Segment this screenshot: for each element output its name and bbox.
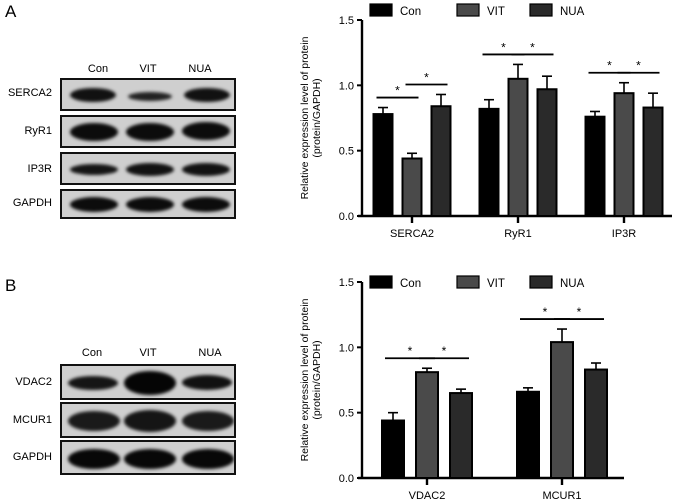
- significance-mark: *: [607, 59, 612, 73]
- y-tick-label: 1.5: [339, 15, 354, 27]
- blot-serca2: [60, 78, 236, 111]
- legend-label-vit: VIT: [487, 6, 505, 18]
- y-tick-label: 1.5: [339, 277, 354, 289]
- blot-ip3r: [60, 152, 236, 185]
- row-label-gapdh-a: GAPDH: [12, 197, 52, 209]
- bar-vit-ip3r: [613, 92, 635, 217]
- bar-vit-vdac2: [415, 371, 439, 479]
- bar-nua-ryr1: [536, 88, 558, 217]
- bar-vit-ryr1: [507, 77, 529, 217]
- bar-con-mcur1: [516, 390, 540, 480]
- bar-vit-serca2: [401, 157, 423, 217]
- row-label-mcur1: MCUR1: [12, 414, 52, 426]
- bar-nua-mcur1: [584, 368, 608, 479]
- significance-mark: *: [636, 59, 641, 73]
- bar-nua-vdac2: [449, 392, 473, 480]
- lane-label-vit-b: VIT: [139, 347, 157, 359]
- significance-mark: *: [442, 344, 447, 358]
- y-tick-label: 0.0: [339, 473, 354, 485]
- legend-swatch-nua: [529, 275, 553, 289]
- significance-mark: *: [543, 305, 548, 319]
- lane-label-con: Con: [87, 63, 109, 75]
- panel-letter-a: A: [5, 2, 17, 21]
- x-category-label: IP3R: [612, 228, 637, 240]
- lane-label-nua-b: NUA: [198, 347, 222, 359]
- bar-con-vdac2: [381, 419, 405, 479]
- legend-label-con: Con: [400, 6, 421, 18]
- significance-mark: *: [501, 40, 506, 54]
- blot-gapdh-b: [60, 440, 236, 475]
- significance-mark: *: [424, 70, 429, 84]
- bar-nua-serca2: [430, 105, 452, 217]
- x-category-label: VDAC2: [409, 490, 446, 502]
- blot-mcur1: [60, 402, 236, 438]
- row-label-ryr1: RyR1: [24, 125, 52, 137]
- significance-mark: *: [395, 84, 400, 98]
- legend-swatch-con: [369, 3, 393, 17]
- lane-label-con-b: Con: [81, 347, 103, 359]
- row-label-vdac2: VDAC2: [15, 376, 52, 388]
- legend-swatch-vit: [456, 3, 480, 17]
- significance-mark: *: [408, 344, 413, 358]
- legend-label-vit: VIT: [487, 278, 505, 290]
- bar-nua-ip3r: [642, 106, 664, 217]
- y-tick-label: 1.0: [339, 342, 354, 354]
- blot-vdac2: [60, 364, 236, 400]
- row-label-ip3r: IP3R: [27, 163, 52, 175]
- significance-mark: *: [530, 40, 535, 54]
- y-axis-label: Relative expression level of protein(pro…: [299, 36, 323, 199]
- blot-gapdh-a: [60, 189, 236, 219]
- y-tick-label: 0.5: [339, 408, 354, 420]
- y-axis-label: Relative expression level of protein(pro…: [299, 298, 323, 461]
- y-tick-label: 0.0: [339, 211, 354, 223]
- panel-letter-b: B: [5, 276, 17, 295]
- row-label-serca2: SERCA2: [7, 87, 52, 99]
- x-category-label: SERCA2: [390, 228, 434, 240]
- bar-con-ryr1: [478, 107, 500, 217]
- lane-label-nua: NUA: [188, 63, 212, 75]
- legend-label-con: Con: [400, 278, 421, 290]
- row-label-gapdh-b: GAPDH: [12, 451, 52, 463]
- legend-swatch-vit: [456, 275, 480, 289]
- x-category-label: MCUR1: [542, 490, 581, 502]
- lane-label-vit: VIT: [139, 63, 157, 75]
- chart-b: 0.0 0.5 1.0 1.5 Relative expression level of…: [299, 275, 624, 502]
- bar-con-ip3r: [584, 115, 606, 217]
- x-category-label: RyR1: [504, 228, 532, 240]
- significance-mark: *: [577, 305, 582, 319]
- legend-label-nua: NUA: [560, 278, 585, 290]
- bar-vit-mcur1: [550, 341, 574, 479]
- bar-con-serca2: [372, 113, 394, 217]
- chart-a: 0.0 0.5 1.0 1.5 Relative expression level of…: [299, 3, 672, 240]
- y-tick-label: 1.0: [339, 80, 354, 92]
- y-tick-label: 0.5: [339, 146, 354, 158]
- blot-ryr1: [60, 115, 236, 148]
- legend-swatch-con: [369, 275, 393, 289]
- legend-label-nua: NUA: [560, 6, 585, 18]
- legend-swatch-nua: [529, 3, 553, 17]
